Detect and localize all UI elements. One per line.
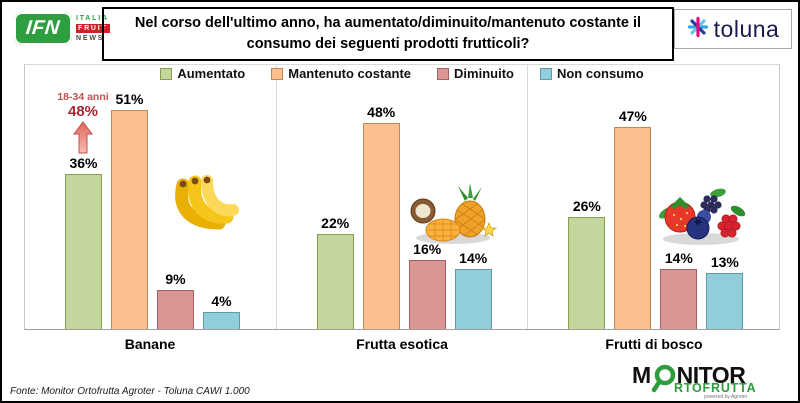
bar-mantenuto-costante bbox=[111, 110, 148, 329]
ifn-logo: IFN ITALIA FRUIT NEWS bbox=[14, 12, 110, 45]
bar-aumentato bbox=[65, 174, 102, 329]
legend-label: Diminuito bbox=[454, 66, 514, 81]
bar-value-label: 22% bbox=[321, 215, 350, 231]
bar-mantenuto-costante bbox=[614, 127, 652, 329]
source-note: Fonte: Monitor Ortofrutta Agroter - Tolu… bbox=[10, 386, 250, 397]
monitor-ortofrutta-logo: M NITOR RTOFRUTTA powered by Agroter bbox=[632, 364, 788, 401]
bar-value-label: 48% bbox=[367, 104, 396, 120]
bar-slot: 22% bbox=[316, 215, 354, 329]
bar-mantenuto-costante bbox=[362, 123, 400, 329]
bar-value-label: 9% bbox=[165, 271, 186, 287]
chart-panel-banane: 36% 51% 9% 4% 18-34 anni 48% bbox=[25, 65, 276, 329]
bar-value-label: 13% bbox=[710, 254, 739, 270]
category-label-frutta-esotica: Frutta esotica bbox=[356, 336, 448, 352]
bar-non-consumo bbox=[454, 269, 492, 329]
annotation-value-label: 48% bbox=[67, 103, 99, 120]
category-label-frutti-di-bosco: Frutti di bosco bbox=[605, 336, 703, 352]
bar-value-label: 14% bbox=[459, 250, 488, 266]
bar-slot: 13% bbox=[706, 254, 744, 329]
toluna-wordmark: toluna bbox=[713, 15, 780, 42]
legend-label: Non consumo bbox=[556, 66, 644, 81]
toluna-logo: toluna bbox=[674, 9, 792, 49]
legend-item-diminuito: Diminuito bbox=[437, 66, 514, 81]
chart-area: 36% 51% 9% 4% 18-34 anni 48% bbox=[24, 64, 780, 330]
ifn-italia-label: ITALIA bbox=[76, 15, 109, 22]
bar-value-label: 16% bbox=[413, 241, 442, 257]
up-arrow-icon bbox=[33, 121, 133, 159]
berries-icon bbox=[656, 183, 746, 252]
bar-diminuito bbox=[408, 260, 446, 329]
chart-panel-frutta-esotica: 22% 48% 16% 14% bbox=[275, 65, 528, 329]
chart-panel-frutti-di-bosco: 26% 47% 14% 13% bbox=[527, 65, 779, 329]
toluna-asterisk-icon bbox=[687, 16, 709, 43]
ifn-news-label: NEWS bbox=[76, 35, 105, 42]
bar-value-label: 47% bbox=[618, 108, 647, 124]
legend-item-aumentato: Aumentato bbox=[160, 66, 245, 81]
bar-diminuito bbox=[157, 290, 194, 329]
bar-value-label: 26% bbox=[572, 198, 601, 214]
bar-slot: 51% bbox=[111, 91, 148, 329]
monitor-part1: M bbox=[632, 362, 651, 388]
legend-swatch-non-consumo bbox=[539, 67, 552, 80]
ifn-wordmark: ITALIA FRUIT NEWS bbox=[76, 14, 110, 43]
bar-value-label: 36% bbox=[69, 155, 98, 171]
monitor-powered-by: powered by Agroter bbox=[704, 394, 748, 400]
chart-title: Nel corso dell'ultimo anno, ha aumentato… bbox=[102, 7, 674, 62]
bar-value-label: 51% bbox=[115, 91, 144, 107]
annotation-age-label: 18-34 anni bbox=[57, 91, 109, 103]
magnifier-icon bbox=[651, 364, 676, 392]
bar-aumentato bbox=[316, 234, 354, 329]
category-label-banane: Banane bbox=[124, 336, 176, 352]
legend-swatch-aumentato bbox=[160, 67, 173, 80]
bar-value-label: 14% bbox=[664, 250, 693, 266]
legend-item-non-consumo: Non consumo bbox=[539, 66, 644, 81]
category-labels: Banane Frutta esotica Frutti di bosco bbox=[24, 336, 780, 352]
monitor-wordmark-top: M NITOR bbox=[632, 362, 788, 392]
bar-slot: 4% bbox=[203, 293, 240, 329]
exotic-fruits-icon bbox=[409, 183, 497, 250]
ifn-abbr: IFN bbox=[25, 17, 62, 39]
legend-swatch-mantenuto-costante bbox=[271, 67, 284, 80]
bar-slot: 9% bbox=[157, 271, 194, 329]
monitor-part2: NITOR bbox=[676, 362, 746, 388]
bar-value-label: 4% bbox=[211, 293, 232, 309]
bar-non-consumo bbox=[706, 273, 744, 329]
monitor-wordmark-bottom: RTOFRUTTA bbox=[674, 380, 757, 395]
legend-swatch-diminuito bbox=[437, 67, 450, 80]
legend-item-mantenuto-costante: Mantenuto costante bbox=[271, 66, 411, 81]
age-annotation: 18-34 anni 48% bbox=[33, 91, 133, 159]
bar-slot: 14% bbox=[454, 250, 492, 329]
legend-label: Mantenuto costante bbox=[288, 66, 412, 81]
chart-legend: Aumentato Mantenuto costante Diminuito Non … bbox=[24, 66, 780, 81]
bar-slot: 16% bbox=[408, 241, 446, 329]
bar-aumentato bbox=[568, 217, 606, 329]
ifn-badge-icon: IFN bbox=[14, 12, 72, 45]
bar-slot: 26% bbox=[568, 198, 606, 329]
bar-slot: 47% bbox=[614, 108, 652, 329]
bar-slot: 36% bbox=[65, 155, 102, 329]
bar-slot: 14% bbox=[660, 250, 698, 329]
bananas-icon bbox=[165, 173, 245, 240]
ifn-fruit-label: FRUIT bbox=[76, 24, 110, 33]
bar-non-consumo bbox=[203, 312, 240, 329]
bar-slot: 48% bbox=[362, 104, 400, 329]
legend-label: Aumentato bbox=[177, 66, 246, 81]
bar-diminuito bbox=[660, 269, 698, 329]
